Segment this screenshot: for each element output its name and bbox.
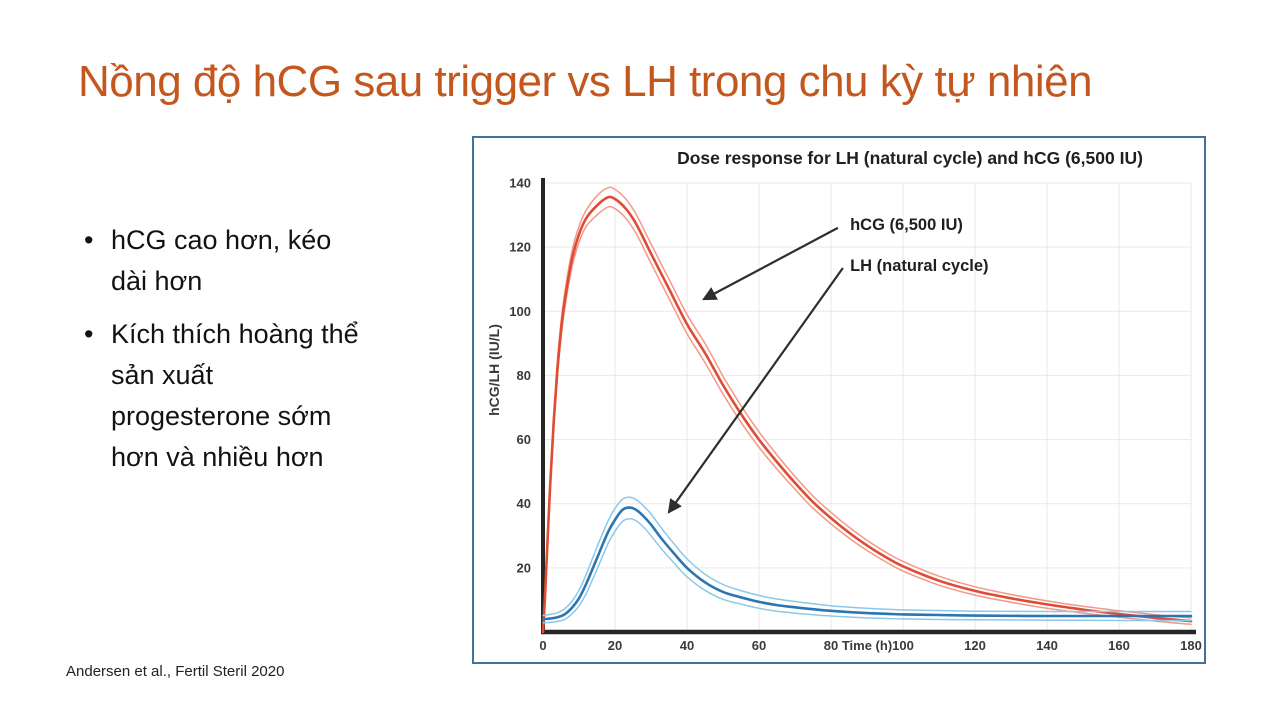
legend-annotations: hCG (6,500 IU) LH (natural cycle): [667, 216, 989, 514]
chart-title: Dose response for LH (natural cycle) and…: [677, 148, 1143, 168]
svg-text:140: 140: [509, 176, 531, 191]
series-curves: [541, 186, 1193, 634]
svg-text:0: 0: [539, 638, 546, 653]
svg-text:80: 80: [517, 368, 531, 383]
bullet-marker: •: [84, 225, 94, 255]
svg-text:80: 80: [824, 638, 838, 653]
gridlines: [543, 182, 1192, 632]
legend-label: LH (natural cycle): [850, 257, 988, 275]
svg-text:60: 60: [517, 432, 531, 447]
svg-text:180: 180: [1180, 638, 1202, 653]
slide-title: Nồng độ hCG sau trigger vs LH trong chu …: [78, 57, 1093, 107]
bullet-text: Kích thích hoàng thể sản xuất progestero…: [111, 319, 359, 472]
svg-text:100: 100: [892, 638, 914, 653]
bullet-marker: •: [84, 319, 94, 349]
svg-text:100: 100: [509, 304, 531, 319]
citation: Andersen et al., Fertil Steril 2020: [66, 663, 285, 680]
axes: [541, 178, 1196, 635]
svg-text:20: 20: [608, 638, 622, 653]
svg-text:120: 120: [964, 638, 986, 653]
legend-arrow: [667, 267, 844, 514]
svg-text:60: 60: [752, 638, 766, 653]
bullet-list: • hCG cao hơn, kéo dài hơn • Kích thích …: [84, 220, 479, 490]
svg-text:40: 40: [517, 496, 531, 511]
x-axis-label: Time (h): [842, 638, 892, 653]
bullet-item: • hCG cao hơn, kéo dài hơn: [84, 220, 479, 302]
curve-lh-natural-cycle-mean: [541, 506, 1193, 621]
legend-arrow: [702, 226, 839, 301]
curve-hcg-6-500-iu-upper-ci: [542, 186, 1192, 633]
svg-text:140: 140: [1036, 638, 1058, 653]
chart-figure: 0 20 40 60 80 100 120 140 160 180 Time (h) 20 40 60 80…: [472, 136, 1206, 664]
tick-labels: 0 20 40 60 80 100 120 140 160 180 Time (h) 20 40 60 80…: [509, 176, 1202, 653]
curve-lh-natural-cycle-lower-ci: [542, 518, 1192, 624]
svg-text:20: 20: [517, 560, 531, 575]
svg-text:40: 40: [680, 638, 694, 653]
svg-text:120: 120: [509, 240, 531, 255]
svg-text:160: 160: [1108, 638, 1130, 653]
bullet-item: • Kích thích hoàng thể sản xuất progeste…: [84, 314, 479, 478]
curve-lh-natural-cycle-upper-ci: [542, 496, 1192, 617]
curve-hcg-6-500-iu-mean: [541, 195, 1193, 634]
legend-label: hCG (6,500 IU): [850, 216, 963, 234]
chart-svg: 0 20 40 60 80 100 120 140 160 180 Time (h) 20 40 60 80…: [486, 148, 1202, 653]
y-axis-label: hCG/LH (IU/L): [486, 324, 502, 416]
bullet-text: hCG cao hơn, kéo dài hơn: [111, 225, 332, 296]
